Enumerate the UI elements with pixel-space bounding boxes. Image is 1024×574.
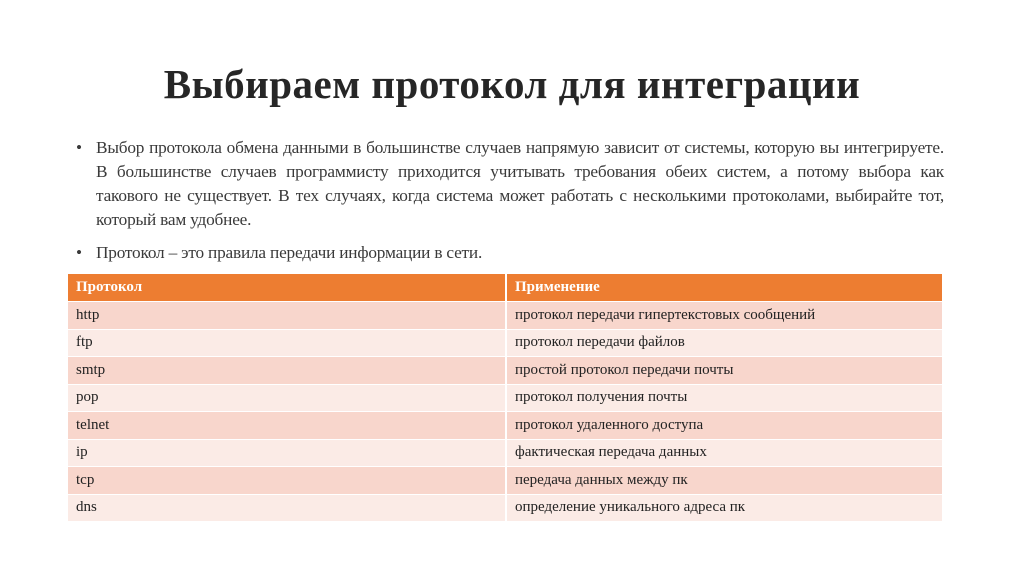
cell-usage: протокол передачи гипертекстовых сообщен… [506, 301, 944, 329]
cell-usage: определение уникального адреса пк [506, 493, 944, 521]
bullet-list: • Выбор протокола обмена данными в больши… [76, 136, 944, 274]
bullet-icon: • [76, 138, 82, 157]
table-row: tcp передача данных между пк [68, 466, 944, 494]
table-header-row: Протокол Применение [68, 274, 944, 302]
cell-protocol: tcp [68, 466, 507, 494]
cell-usage: протокол передачи файлов [506, 328, 944, 357]
bullet-item: • Протокол – это правила передачи информа… [76, 241, 944, 265]
table-row: smtp простой протокол передачи почты [68, 356, 944, 384]
table-row: ip фактическая передача данных [68, 438, 944, 467]
cell-usage: протокол удаленного доступа [506, 411, 944, 439]
table-row: dns определение уникального адреса пк [68, 493, 944, 521]
cell-protocol: http [68, 301, 507, 329]
table-row: telnet протокол удаленного доступа [68, 411, 944, 439]
cell-protocol: ip [68, 438, 507, 467]
cell-protocol: dns [68, 493, 507, 521]
header-protocol: Протокол [68, 274, 507, 302]
header-usage: Применение [506, 274, 944, 302]
table-row: ftp протокол передачи файлов [68, 328, 944, 357]
cell-protocol: pop [68, 383, 507, 412]
slide-title: Выбираем протокол для интеграции [163, 61, 861, 107]
bullet-icon: • [76, 243, 82, 262]
table-row: http протокол передачи гипертекстовых соо… [68, 301, 944, 329]
cell-protocol: telnet [68, 411, 507, 439]
cell-protocol: ftp [68, 328, 507, 357]
protocol-table: Протокол Применение http протокол передач… [68, 274, 944, 521]
table-row: pop протокол получения почты [68, 383, 944, 412]
cell-usage: протокол получения почты [506, 383, 944, 412]
cell-usage: передача данных между пк [506, 466, 944, 494]
cell-usage: фактическая передача данных [506, 438, 944, 467]
cell-usage: простой протокол передачи почты [506, 356, 944, 384]
bullet-text: Выбор протокола обмена данными в большин… [96, 138, 944, 229]
bullet-text: Протокол – это правила передачи информац… [96, 243, 483, 262]
bullet-item: • Выбор протокола обмена данными в больши… [76, 136, 944, 232]
cell-protocol: smtp [68, 356, 507, 384]
